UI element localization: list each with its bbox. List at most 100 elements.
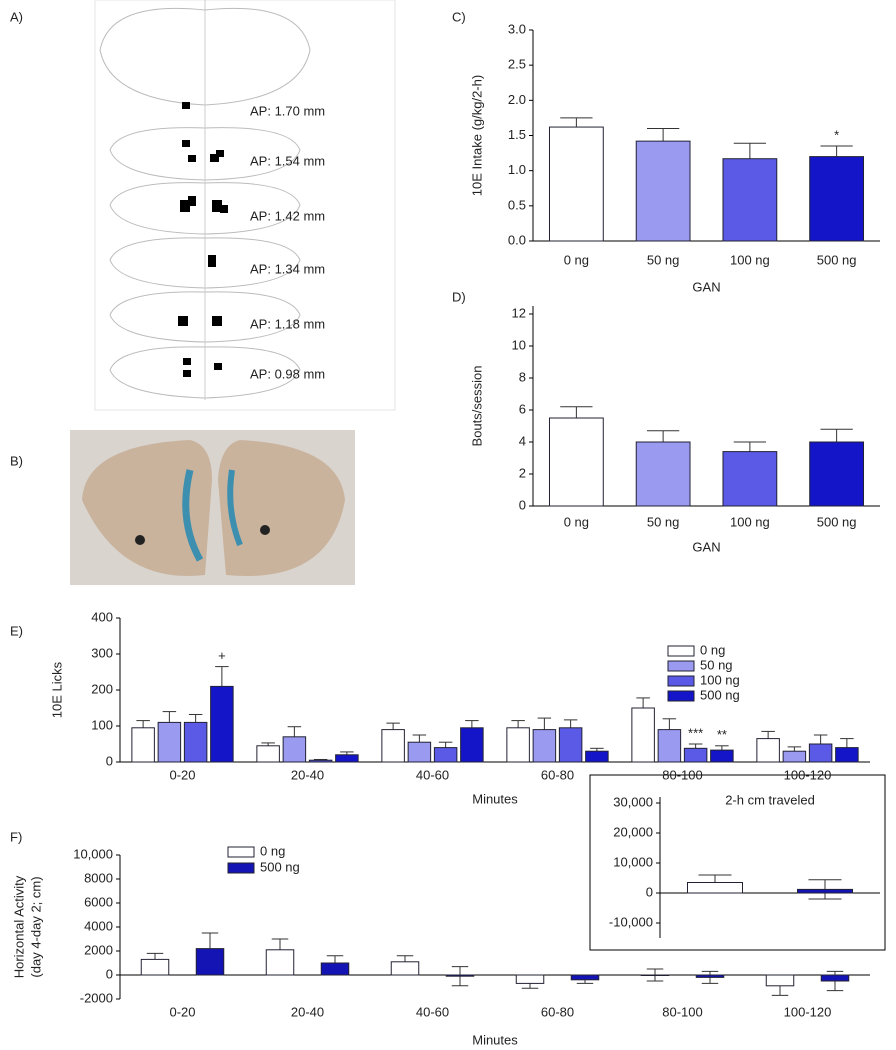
bar — [390, 961, 420, 976]
atlas-label: AP: 1.42 mm — [250, 208, 325, 223]
y-tick-label: 200 — [91, 681, 113, 696]
legend-swatch — [667, 660, 695, 672]
atlas-label: AP: 1.54 mm — [250, 153, 325, 168]
y-tick-label: 2.0 — [508, 92, 526, 107]
bar — [683, 747, 708, 763]
x-tick-label: 500 ng — [817, 514, 857, 529]
bar — [157, 721, 182, 763]
bar — [722, 451, 778, 507]
y-tick-label: 400 — [91, 609, 113, 624]
annotation: * — [834, 127, 839, 142]
bar — [445, 974, 475, 977]
bar — [809, 441, 865, 507]
x-tick-label: 20-40 — [291, 767, 324, 782]
atlas-label: AP: 1.34 mm — [250, 261, 325, 276]
bar — [640, 974, 670, 976]
bar — [695, 974, 725, 978]
x-tick-label: 100 ng — [730, 252, 770, 267]
legend-swatch — [667, 675, 695, 687]
bar — [407, 741, 432, 763]
bar — [756, 738, 780, 763]
y-tick-label: 0 — [106, 966, 113, 981]
y-tick-label: 0 — [646, 884, 653, 899]
inset-title: 2-h cm traveled — [725, 792, 815, 807]
bar — [765, 974, 795, 987]
y-tick-label: 2000 — [84, 942, 113, 957]
atlas-label: AP: 1.70 mm — [250, 103, 325, 118]
bar — [131, 727, 155, 763]
legend-label: 50 ng — [700, 657, 733, 672]
bar — [282, 736, 307, 763]
y-tick-label: 4 — [519, 433, 526, 448]
bar — [631, 707, 655, 763]
x-tick-label: 0-20 — [169, 1004, 195, 1019]
bar — [820, 974, 850, 982]
x-tick-label: 20-40 — [291, 1004, 324, 1019]
bar — [433, 747, 458, 763]
atlas — [94, 0, 396, 411]
x-tick-label: 0 ng — [564, 252, 589, 267]
y-axis-title: (day 4-day 2; cm) — [28, 876, 43, 977]
x-tick-label: 100-120 — [784, 767, 832, 782]
bar — [460, 727, 484, 763]
y-tick-label: 0 — [106, 753, 113, 768]
bar — [570, 974, 600, 981]
legend-swatch — [227, 862, 255, 874]
y-tick-label: 20,000 — [613, 824, 653, 839]
bar — [809, 156, 865, 242]
annotation: *** — [688, 725, 703, 740]
bar — [635, 140, 691, 242]
bar — [548, 417, 604, 507]
y-tick-label: 100 — [91, 717, 113, 732]
y-tick-label: 30,000 — [613, 794, 653, 809]
bar — [635, 441, 691, 507]
legend-label: 100 ng — [700, 672, 740, 687]
x-axis-title: Minutes — [472, 791, 518, 806]
legend-label: 500 ng — [260, 859, 300, 874]
y-tick-label: 10 — [512, 337, 526, 352]
legend-label: 0 ng — [260, 843, 285, 858]
legend-swatch — [227, 846, 255, 858]
x-axis-title: Minutes — [472, 1032, 518, 1047]
x-tick-label: 40-60 — [416, 767, 449, 782]
y-tick-label: 1.5 — [508, 127, 526, 142]
bar — [532, 729, 557, 763]
bar — [335, 754, 359, 763]
y-tick-label: -2000 — [80, 990, 113, 1005]
bar — [195, 948, 225, 976]
y-tick-label: 300 — [91, 645, 113, 660]
annotation: ** — [717, 727, 727, 742]
x-axis-title: GAN — [692, 279, 720, 294]
x-tick-label: 80-100 — [662, 1004, 702, 1019]
legend-swatch — [667, 690, 695, 702]
y-tick-label: 6 — [519, 401, 526, 416]
y-tick-label: 10,000 — [73, 846, 113, 861]
bar — [515, 974, 545, 984]
x-tick-label: 80-100 — [662, 767, 702, 782]
bar — [140, 958, 170, 976]
bar — [808, 743, 833, 763]
bar — [782, 750, 807, 763]
bar — [585, 750, 609, 763]
y-tick-label: 2.5 — [508, 57, 526, 72]
x-tick-label: 60-80 — [541, 767, 574, 782]
x-tick-label: 50 ng — [647, 514, 680, 529]
bar — [548, 126, 604, 242]
histology-photo — [70, 430, 355, 585]
x-tick-label: 100-120 — [784, 1004, 832, 1019]
x-tick-label: 50 ng — [647, 252, 680, 267]
y-tick-label: 2 — [519, 465, 526, 480]
x-axis-title: GAN — [692, 539, 720, 554]
y-axis-title: Bouts/session — [469, 366, 484, 447]
bar — [710, 749, 734, 763]
atlas-label: AP: 0.98 mm — [250, 366, 325, 381]
panel-label: F) — [10, 829, 22, 844]
x-tick-label: 60-80 — [541, 1004, 574, 1019]
legend-label: 0 ng — [700, 642, 725, 657]
bar — [687, 882, 743, 894]
y-tick-label: -10,000 — [609, 914, 653, 929]
x-tick-label: 0-20 — [169, 767, 195, 782]
x-tick-label: 500 ng — [817, 252, 857, 267]
panel-label: C) — [452, 9, 466, 24]
